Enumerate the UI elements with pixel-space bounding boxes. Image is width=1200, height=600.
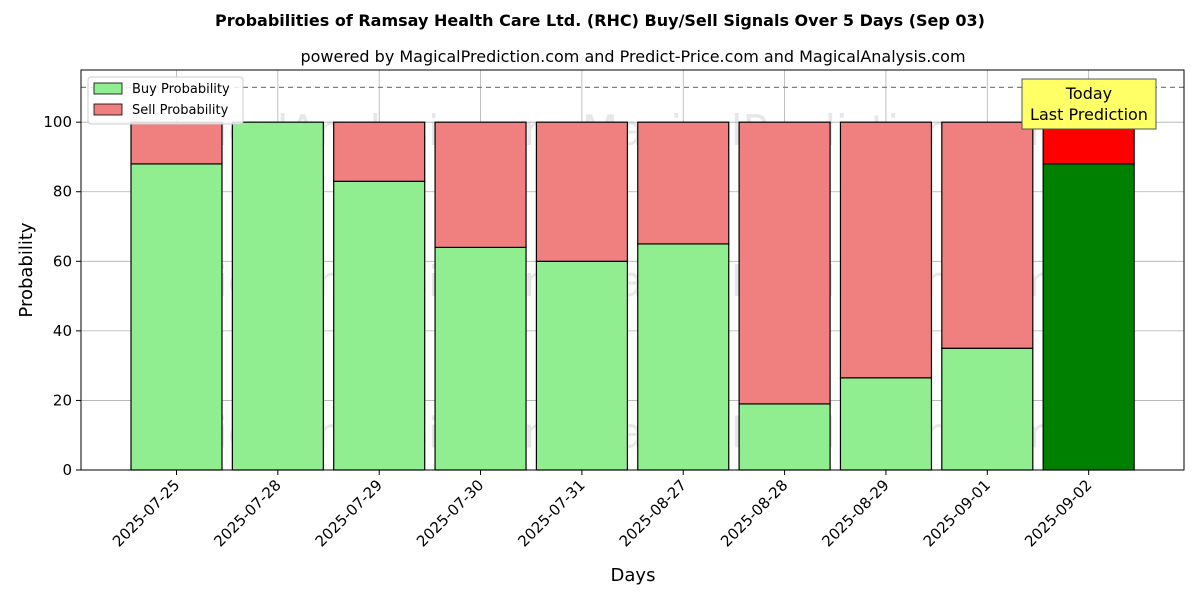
x-tick-label-2: 2025-07-29 [312, 476, 386, 550]
bar-buy-2025-07-30 [434, 246, 527, 471]
bar-buy-2025-08-29 [839, 377, 933, 471]
chart-subtitle: powered by MagicalPrediction.com and Pre… [300, 47, 965, 66]
x-tick-label-4: 2025-07-31 [514, 476, 588, 550]
legend-label-buy: Buy Probability [132, 82, 230, 97]
x-tick-label-8: 2025-09-01 [920, 476, 994, 550]
legend-swatch-buy [93, 82, 123, 95]
today-annotation: Today Last Prediction [1021, 78, 1157, 130]
chart-title: Probabilities of Ramsay Health Care Ltd.… [215, 11, 985, 30]
bar-buy-2025-08-28 [738, 403, 831, 471]
y-tick-label-2: 40 [53, 322, 72, 340]
legend-swatch-sell [93, 103, 123, 116]
bar-buy-2025-09-02 [1042, 163, 1135, 471]
bar-sell-2025-07-31 [535, 121, 629, 262]
x-axis-label: Days [611, 565, 656, 586]
x-axis-ticks: 2025-07-25 2025-07-28 2025-07-29 2025-07-30… [109, 470, 1095, 550]
plot-frame [80, 69, 1185, 471]
x-tick-label-3: 2025-07-30 [413, 476, 487, 550]
bar-sell-2025-08-27 [637, 121, 730, 245]
legend: Buy Probability Sell Probability [87, 76, 244, 125]
annotation-line-2: Last Prediction [1030, 105, 1148, 124]
bar-layer [130, 121, 1135, 471]
bar-buy-2025-07-31 [535, 260, 629, 471]
x-tick-label-1: 2025-07-28 [210, 476, 284, 550]
annotation-line-1: Today [1065, 84, 1112, 103]
y-tick-label-3: 60 [53, 252, 72, 270]
legend-label-sell: Sell Probability [132, 103, 229, 118]
y-axis-label: Probability [16, 222, 37, 317]
bar-sell-2025-07-29 [333, 121, 426, 182]
x-tick-label-6: 2025-08-28 [717, 476, 791, 550]
y-tick-label-1: 20 [53, 391, 72, 409]
bar-sell-2025-07-30 [434, 121, 527, 248]
bar-sell-2025-08-29 [839, 121, 933, 379]
bar-buy-2025-09-01 [941, 347, 1034, 471]
bar-sell-2025-07-25 [130, 121, 223, 165]
y-tick-label-0: 0 [62, 461, 72, 479]
bar-buy-2025-07-28 [231, 121, 324, 471]
bar-sell-2025-09-01 [941, 121, 1034, 349]
y-axis-ticks: 0 20 40 60 80 100 [43, 113, 81, 479]
x-tick-label-0: 2025-07-25 [109, 476, 183, 550]
bar-buy-2025-07-29 [333, 180, 426, 471]
y-tick-label-5: 100 [43, 113, 72, 131]
x-tick-label-5: 2025-08-27 [616, 476, 690, 550]
x-tick-label-9: 2025-09-02 [1021, 476, 1095, 550]
bar-buy-2025-07-25 [130, 163, 223, 471]
legend-box [87, 76, 244, 125]
x-tick-label-7: 2025-08-29 [818, 476, 892, 550]
annotation-box [1021, 78, 1157, 130]
bar-sell-2025-08-28 [738, 121, 831, 405]
bar-buy-2025-08-27 [637, 243, 730, 471]
y-tick-label-4: 80 [53, 183, 72, 201]
